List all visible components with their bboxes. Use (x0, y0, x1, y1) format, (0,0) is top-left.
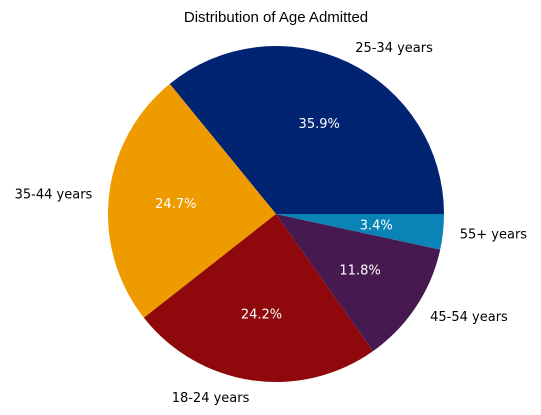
pie-category-label: 25-34 years (355, 41, 433, 56)
chart-title: Distribution of Age Admitted (184, 9, 368, 26)
pie-category-label: 55+ years (460, 228, 528, 243)
pie-percent-label: 35.9% (299, 117, 340, 132)
pie-slice-18-24-years (143, 214, 374, 382)
pie-percent-label: 24.2% (241, 308, 282, 323)
pie-slice-25-34-years (169, 45, 444, 214)
pie-percent-label: 11.8% (339, 264, 380, 279)
pie-category-label: 18-24 years (172, 391, 250, 406)
pie-category-label: 35-44 years (15, 188, 93, 203)
pie-slices (108, 45, 444, 382)
pie-slice-45-54-years (276, 214, 441, 352)
pie-percent-label: 24.7% (155, 197, 196, 212)
pie-category-label: 45-54 years (430, 310, 508, 325)
pie-slice-35-44-years (108, 83, 276, 318)
pie-labels: 35.9% 25-34 years 24.7% 35-44 years 24.2% 18-… (15, 41, 528, 406)
pie-percent-label: 3.4% (360, 219, 393, 234)
pie-slice-55-years (276, 214, 444, 250)
